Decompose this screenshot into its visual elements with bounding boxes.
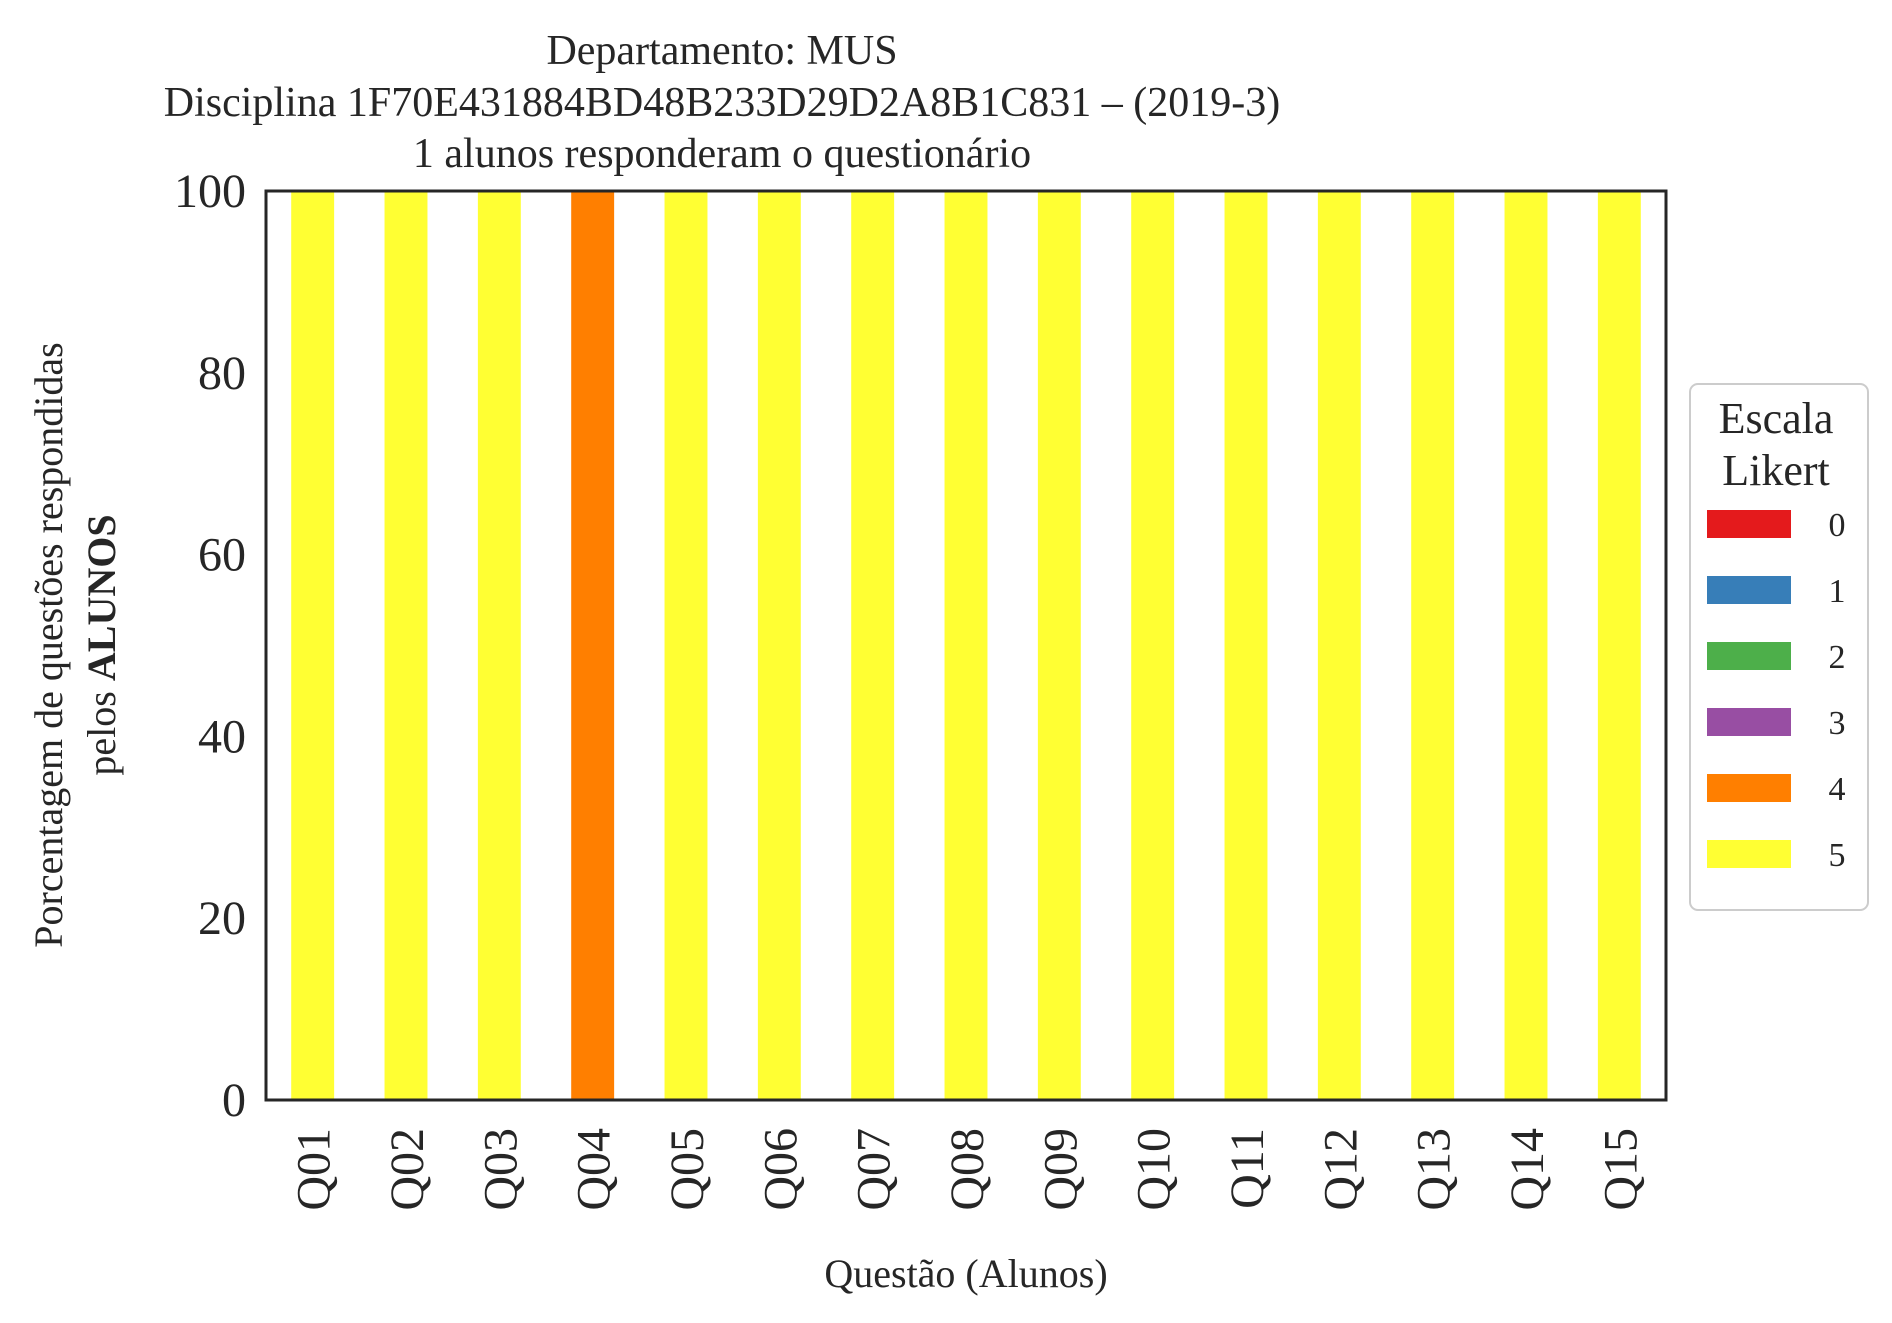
x-tick-label-q05: Q05 xyxy=(661,1128,714,1211)
legend-label-4: 4 xyxy=(1829,771,1846,808)
legend-swatch-2 xyxy=(1707,642,1791,670)
legend-items: 0 1 2 3 4 5 xyxy=(1707,507,1846,874)
x-tick-label-q01: Q01 xyxy=(288,1128,341,1211)
x-tick-label-q07: Q07 xyxy=(848,1128,901,1211)
y-axis-label-bold: ALUNOS xyxy=(79,514,124,681)
legend-swatch-3 xyxy=(1707,708,1791,736)
y-tick-label: 20 xyxy=(198,892,246,945)
bar-q14-likert-5 xyxy=(1504,191,1548,1100)
legend-swatch-5 xyxy=(1707,840,1791,868)
bar-q15-likert-5 xyxy=(1597,191,1641,1100)
bar-q06-likert-5 xyxy=(757,191,801,1100)
legend-label-1: 1 xyxy=(1829,573,1846,610)
x-tick-label-q10: Q10 xyxy=(1128,1128,1181,1211)
bar-q07-likert-5 xyxy=(851,191,895,1100)
legend-label-5: 5 xyxy=(1829,837,1846,874)
title-line-1: Departamento: MUS xyxy=(546,28,897,74)
bar-q11-likert-5 xyxy=(1224,191,1268,1100)
chart-title: Departamento: MUS Disciplina 1F70E431884… xyxy=(164,28,1281,177)
x-tick-label-q02: Q02 xyxy=(381,1128,434,1211)
x-tick-label-q09: Q09 xyxy=(1034,1128,1087,1211)
y-axis-label: Porcentagem de questões respondidas pelo… xyxy=(26,342,124,947)
bar-q01-likert-5 xyxy=(291,191,335,1100)
x-axis-label: Questão (Alunos) xyxy=(824,1251,1107,1296)
x-tick-label-q15: Q15 xyxy=(1594,1128,1647,1211)
legend-title-line-1: Escala xyxy=(1719,394,1834,443)
bar-q09-likert-5 xyxy=(1037,191,1081,1100)
bar-q02-likert-5 xyxy=(384,191,428,1100)
bar-q13-likert-5 xyxy=(1411,191,1455,1100)
legend-label-3: 3 xyxy=(1829,705,1846,742)
y-tick-label: 100 xyxy=(174,165,246,218)
title-line-2: Disciplina 1F70E431884BD48B233D29D2A8B1C… xyxy=(164,80,1281,126)
x-tick-label-q11: Q11 xyxy=(1221,1128,1274,1209)
y-axis-ticks: 0 20 40 60 80 100 xyxy=(174,165,246,1127)
y-axis-label-prefix: pelos xyxy=(79,681,124,775)
bar-q04-likert-4 xyxy=(571,191,615,1100)
x-axis-ticks: Q01 Q02 Q03 Q04 Q05 Q06 Q07 Q08 Q09 Q10 Q11 Q12 Q13 Q… xyxy=(288,1128,1648,1211)
bar-q03-likert-5 xyxy=(477,191,521,1100)
y-axis-label-line-2: pelos ALUNOS xyxy=(79,514,124,775)
x-tick-label-q13: Q13 xyxy=(1408,1128,1461,1211)
x-tick-label-q14: Q14 xyxy=(1501,1128,1554,1211)
legend-label-0: 0 xyxy=(1829,507,1846,544)
bar-q08-likert-5 xyxy=(944,191,988,1100)
x-tick-label-q04: Q04 xyxy=(568,1128,621,1211)
legend-label-2: 2 xyxy=(1829,639,1846,676)
legend-swatch-4 xyxy=(1707,774,1791,802)
y-tick-label: 60 xyxy=(198,529,246,582)
legend-title-line-2: Likert xyxy=(1722,446,1830,495)
legend-swatch-1 xyxy=(1707,576,1791,604)
x-tick-label-q06: Q06 xyxy=(754,1128,807,1211)
y-tick-label: 0 xyxy=(222,1074,246,1127)
bar-q10-likert-5 xyxy=(1131,191,1175,1100)
x-tick-label-q12: Q12 xyxy=(1314,1128,1367,1211)
bar-q05-likert-5 xyxy=(664,191,708,1100)
bars xyxy=(291,191,1641,1100)
bar-q12-likert-5 xyxy=(1317,191,1361,1100)
y-axis-label-line-1: Porcentagem de questões respondidas xyxy=(26,342,71,947)
plot-frame xyxy=(264,189,1668,1102)
x-tick-label-q08: Q08 xyxy=(941,1128,994,1211)
y-tick-label: 40 xyxy=(198,710,246,763)
x-tick-label-q03: Q03 xyxy=(474,1128,527,1211)
legend-swatch-0 xyxy=(1707,510,1791,538)
title-line-3: 1 alunos responderam o questionário xyxy=(413,131,1031,177)
legend: Escala Likert 0 1 2 3 4 5 xyxy=(1689,383,1869,911)
y-tick-label: 80 xyxy=(198,347,246,400)
